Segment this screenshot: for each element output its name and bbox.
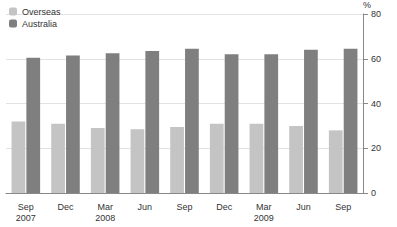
svg-text:2007: 2007 bbox=[16, 213, 36, 223]
svg-text:Mar: Mar bbox=[97, 202, 113, 212]
svg-text:%: % bbox=[363, 0, 371, 10]
svg-text:20: 20 bbox=[371, 143, 381, 153]
svg-text:2008: 2008 bbox=[95, 213, 115, 223]
svg-text:80: 80 bbox=[371, 9, 381, 19]
svg-text:Overseas: Overseas bbox=[22, 7, 61, 17]
svg-text:Sep: Sep bbox=[335, 202, 351, 212]
svg-text:2009: 2009 bbox=[254, 213, 274, 223]
svg-text:Dec: Dec bbox=[216, 202, 233, 212]
svg-text:Sep: Sep bbox=[18, 202, 34, 212]
svg-text:60: 60 bbox=[371, 54, 381, 64]
svg-text:Mar: Mar bbox=[256, 202, 272, 212]
svg-text:Australia: Australia bbox=[22, 19, 57, 29]
svg-text:40: 40 bbox=[371, 99, 381, 109]
svg-text:Jun: Jun bbox=[296, 202, 311, 212]
svg-text:Sep: Sep bbox=[176, 202, 192, 212]
svg-text:Jun: Jun bbox=[138, 202, 153, 212]
svg-text:0: 0 bbox=[371, 188, 376, 198]
svg-text:Dec: Dec bbox=[57, 202, 74, 212]
